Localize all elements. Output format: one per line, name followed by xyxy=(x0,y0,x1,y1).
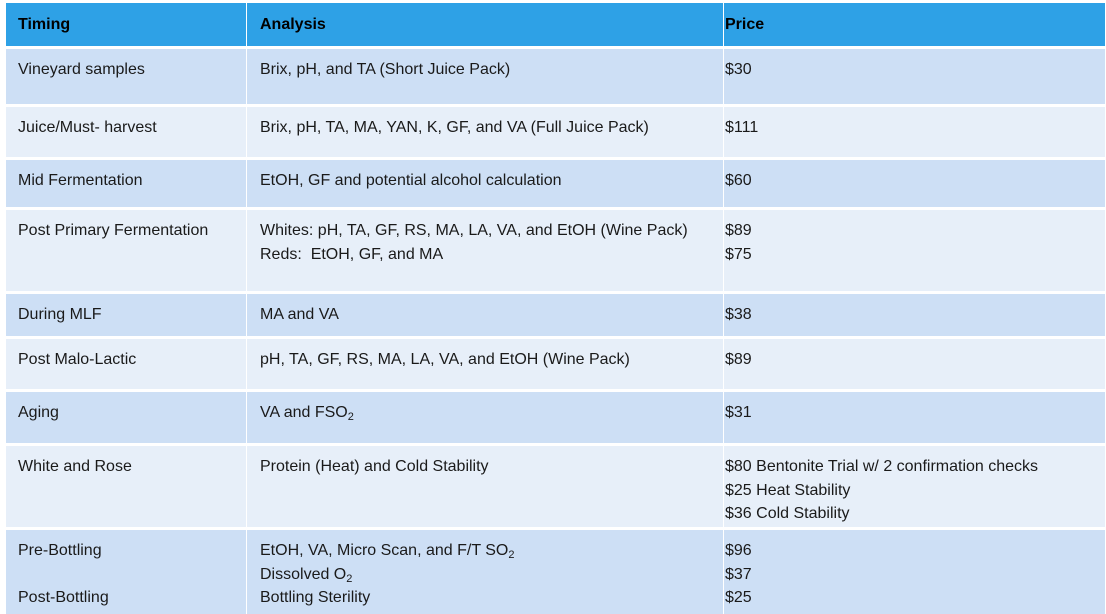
price-text: $31 xyxy=(725,404,752,421)
table-row: Juice/Must- harvest Brix, pH, TA, MA, YA… xyxy=(6,107,1105,160)
analysis-text: pH, TA, GF, RS, MA, LA, VA, and EtOH (Wi… xyxy=(260,351,630,368)
timing-cell: Vineyard samples xyxy=(6,49,247,104)
price-text: $30 xyxy=(725,61,752,78)
analysis-text: Dissolved O2 xyxy=(260,563,711,587)
table-row: Post Malo-Lactic pH, TA, GF, RS, MA, LA,… xyxy=(6,339,1105,392)
table-row: Aging VA and FSO2 $31 xyxy=(6,392,1105,446)
timing-text: Post Malo-Lactic xyxy=(18,351,137,368)
price-text: $25 xyxy=(725,589,752,606)
analysis-cell: MA and VA xyxy=(247,294,724,336)
timing-cell: Mid Fermentation xyxy=(6,160,247,207)
subscript: 2 xyxy=(346,572,353,585)
price-cell: $111 xyxy=(724,107,1105,157)
timing-cell: White and Rose xyxy=(6,446,247,527)
price-text: $60 xyxy=(725,172,752,189)
analysis-text: Protein (Heat) and Cold Stability xyxy=(260,458,489,475)
table-header-row: Timing Analysis Price xyxy=(6,3,1105,49)
timing-text: Post-Bottling xyxy=(18,589,109,606)
price-cell: $89 xyxy=(724,339,1105,389)
timing-cell: Juice/Must- harvest xyxy=(6,107,247,157)
price-text: $80 Bentonite Trial w/ 2 confirmation ch… xyxy=(725,458,1039,475)
price-cell: $30 xyxy=(724,49,1105,104)
header-timing: Timing xyxy=(6,3,247,46)
analysis-text-main: VA and FSO xyxy=(260,404,348,421)
timing-cell: During MLF xyxy=(6,294,247,336)
analysis-cell: Protein (Heat) and Cold Stability xyxy=(247,446,724,527)
analysis-text: Brix, pH, and TA (Short Juice Pack) xyxy=(260,61,511,78)
analysis-cell: VA and FSO2 xyxy=(247,392,724,443)
table-row: Post Primary Fermentation Whites: pH, TA… xyxy=(6,210,1105,294)
table-row: Vineyard samples Brix, pH, and TA (Short… xyxy=(6,49,1105,107)
timing-text: During MLF xyxy=(18,306,102,323)
timing-cell: Post Primary Fermentation xyxy=(6,210,247,291)
table-row: White and Rose Protein (Heat) and Cold S… xyxy=(6,446,1105,530)
line-spacer xyxy=(18,563,234,587)
timing-cell: Pre-Bottling Post-Bottling xyxy=(6,530,247,614)
analysis-cell: Brix, pH, and TA (Short Juice Pack) xyxy=(247,49,724,104)
price-text: $37 xyxy=(725,565,752,583)
price-cell: $38 xyxy=(724,294,1105,336)
price-text: $75 xyxy=(725,245,752,263)
timing-text: Juice/Must- harvest xyxy=(18,119,157,136)
price-text: $96 xyxy=(725,542,752,559)
analysis-text: Brix, pH, TA, MA, YAN, K, GF, and VA (Fu… xyxy=(260,119,649,136)
pricing-table: Timing Analysis Price Vineyard samples B… xyxy=(6,3,1105,614)
price-text: $89 xyxy=(725,222,752,239)
timing-text: Pre-Bottling xyxy=(18,542,102,559)
timing-text: White and Rose xyxy=(18,458,132,475)
timing-cell: Aging xyxy=(6,392,247,443)
timing-text: Vineyard samples xyxy=(18,61,145,78)
analysis-text: Whites: pH, TA, GF, RS, MA, LA, VA, and … xyxy=(260,222,688,239)
price-text: $36 Cold Stability xyxy=(725,505,850,522)
analysis-cell: Whites: pH, TA, GF, RS, MA, LA, VA, and … xyxy=(247,210,724,291)
timing-cell: Post Malo-Lactic xyxy=(6,339,247,389)
price-cell: $60 xyxy=(724,160,1105,207)
analysis-text: EtOH, GF and potential alcohol calculati… xyxy=(260,172,562,189)
subscript: 2 xyxy=(508,549,515,561)
analysis-text: VA and FSO2 xyxy=(260,401,711,425)
analysis-text-main: Dissolved O xyxy=(260,565,347,583)
table-row: Pre-Bottling Post-Bottling EtOH, VA, Mic… xyxy=(6,530,1105,614)
analysis-text: Reds: EtOH, GF, and MA xyxy=(260,245,444,263)
analysis-text: Bottling Sterility xyxy=(260,589,371,606)
price-cell: $89 $75 xyxy=(724,210,1105,291)
timing-text: Aging xyxy=(18,404,59,421)
price-text: $111 xyxy=(725,119,759,136)
analysis-cell: EtOH, VA, Micro Scan, and F/T SO2 Dissol… xyxy=(247,530,724,614)
timing-text: Post Primary Fermentation xyxy=(18,222,209,239)
timing-text: Mid Fermentation xyxy=(18,172,143,189)
analysis-text: MA and VA xyxy=(260,306,339,323)
table-row: During MLF MA and VA $38 xyxy=(6,294,1105,339)
header-analysis: Analysis xyxy=(247,3,724,46)
price-cell: $80 Bentonite Trial w/ 2 confirmation ch… xyxy=(724,446,1105,527)
analysis-cell: EtOH, GF and potential alcohol calculati… xyxy=(247,160,724,207)
price-text: $25 Heat Stability xyxy=(725,481,851,499)
analysis-text: EtOH, VA, Micro Scan, and F/T SO2 xyxy=(260,539,711,563)
price-cell: $31 xyxy=(724,392,1105,443)
subscript: 2 xyxy=(347,411,354,423)
header-price: Price xyxy=(725,16,765,33)
analysis-cell: pH, TA, GF, RS, MA, LA, VA, and EtOH (Wi… xyxy=(247,339,724,389)
price-cell: $96 $37 $25 xyxy=(724,530,1105,614)
analysis-text-main: EtOH, VA, Micro Scan, and F/T SO xyxy=(260,542,509,559)
table-row: Mid Fermentation EtOH, GF and potential … xyxy=(6,160,1105,210)
price-text: $38 xyxy=(725,306,752,323)
analysis-cell: Brix, pH, TA, MA, YAN, K, GF, and VA (Fu… xyxy=(247,107,724,157)
price-text: $89 xyxy=(725,351,752,368)
